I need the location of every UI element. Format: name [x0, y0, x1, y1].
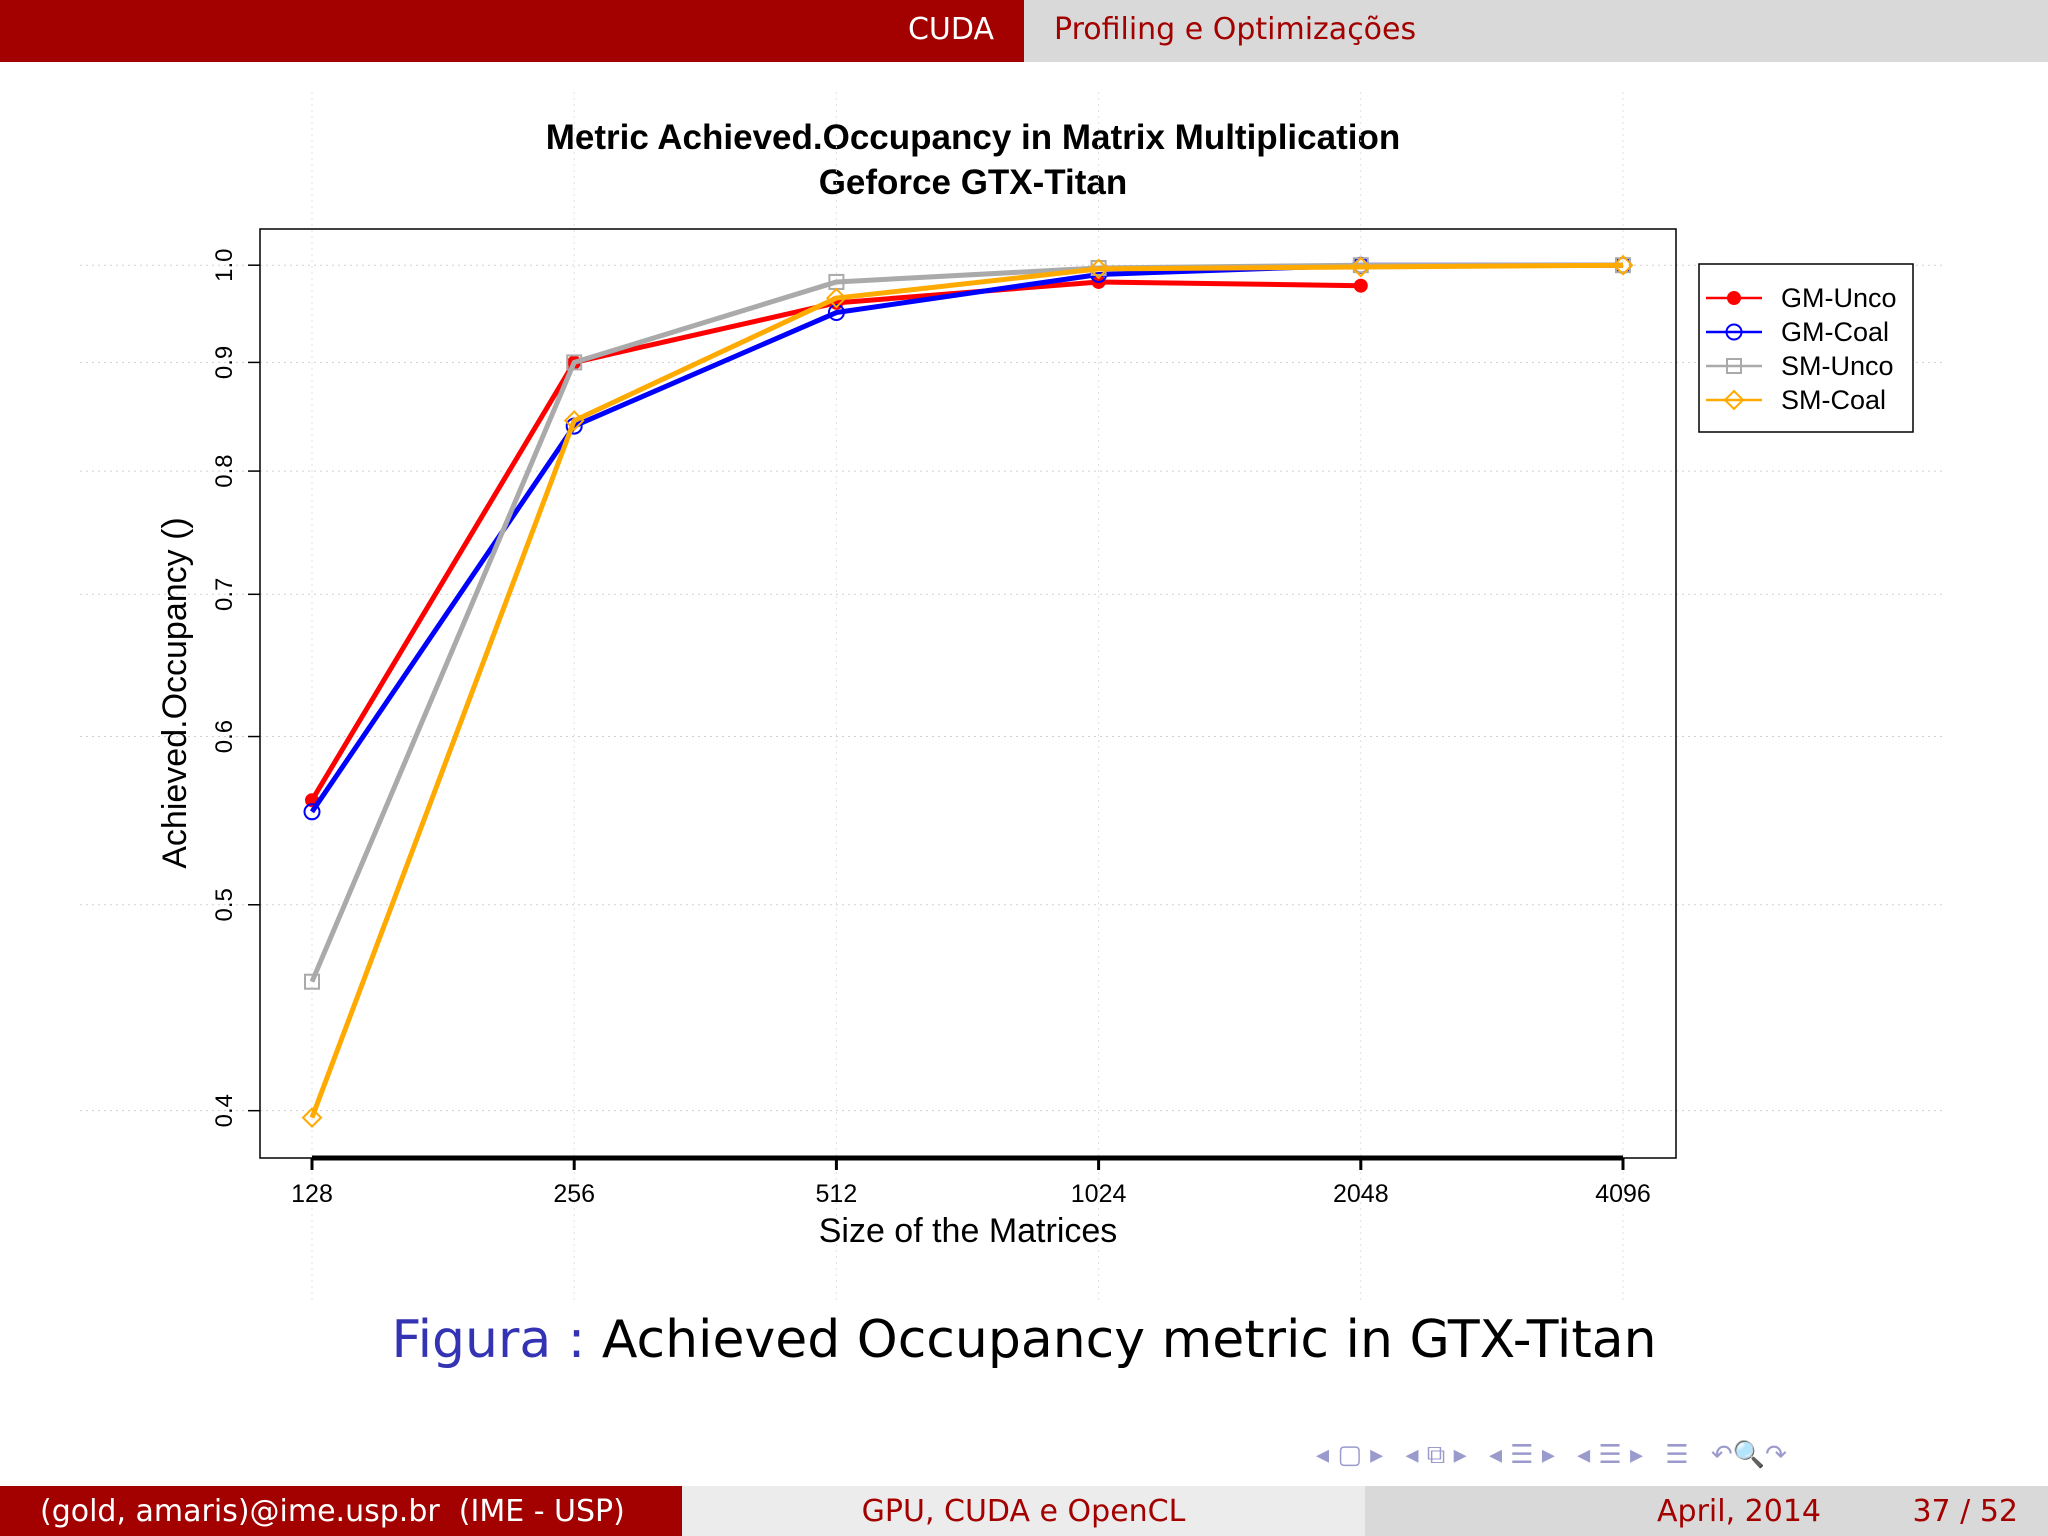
legend-label: GM-Coal [1781, 317, 1889, 347]
footer-date: April, 2014 [1657, 1494, 1821, 1529]
header-subsection: Profiling e Optimizações [1024, 0, 2048, 62]
y-tick-label: 0.4 [211, 1094, 238, 1127]
series-line [309, 262, 1623, 983]
data-point [301, 1107, 323, 1129]
data-point [827, 304, 845, 322]
occupancy-chart: Metric Achieved.Occupancy in Matrix Mult… [80, 92, 1942, 1302]
footer-authors: (gold, amaris)@ime.usp.br (IME - USP) [0, 1486, 682, 1536]
data-point [1350, 256, 1372, 278]
x-tick-label: 128 [291, 1180, 333, 1208]
caption-text: Achieved Occupancy metric in GTX-Titan [601, 1310, 1657, 1370]
header-section: CUDA [0, 0, 1024, 62]
x-tick-label: 1024 [1071, 1180, 1127, 1208]
x-axis-label: Size of the Matrices [819, 1212, 1118, 1250]
y-tick-label: 0.6 [211, 720, 238, 753]
footer-info: April, 2014 37 / 52 [1365, 1486, 2048, 1536]
chart-subtitle: Geforce GTX-Titan [819, 163, 1128, 202]
x-tick-label: 512 [816, 1180, 858, 1208]
footer-page-number: 37 / 52 [1912, 1494, 2018, 1529]
legend-marker [1723, 389, 1745, 411]
y-tick-label: 0.9 [211, 346, 238, 379]
y-tick-label: 0.7 [211, 578, 238, 611]
legend-marker [1727, 291, 1741, 305]
data-point [1353, 278, 1368, 293]
series-line [309, 262, 1623, 814]
header-subsection-label: Profiling e Optimizações [1054, 12, 1417, 47]
data-point [1088, 258, 1110, 280]
series-line [309, 262, 1624, 1119]
nav-next-frame-icon[interactable]: ◂ ☰ ▸ [1577, 1440, 1644, 1470]
y-axis-label: Achieved.Occupancy () [156, 517, 194, 869]
y-tick-label: 0.5 [211, 888, 238, 921]
chart-title: Metric Achieved.Occupancy in Matrix Mult… [546, 118, 1400, 157]
x-tick-label: 256 [553, 1180, 595, 1208]
data-point [1612, 254, 1634, 276]
nav-section-icon[interactable]: ◂ ☰ ▸ [1488, 1440, 1555, 1470]
caption-label: Figura : [391, 1310, 586, 1370]
x-tick-label: 2048 [1333, 1180, 1389, 1208]
nav-subsection-icon[interactable]: ◂ ⧉ ▸ [1405, 1440, 1467, 1470]
slide-footer: (gold, amaris)@ime.usp.br (IME - USP) GP… [0, 1486, 2048, 1536]
y-tick-label: 0.8 [211, 454, 238, 487]
data-point [303, 803, 321, 821]
legend-label: SM-Coal [1781, 385, 1886, 415]
legend-label: GM-Unco [1781, 283, 1897, 313]
x-tick-label: 4096 [1595, 1180, 1651, 1208]
data-point [563, 410, 585, 432]
legend-label: SM-Unco [1781, 351, 1894, 381]
data-point [825, 287, 847, 309]
nav-search-icon[interactable]: ↶🔍↷ [1710, 1440, 1787, 1470]
data-point [566, 354, 583, 371]
footer-title: GPU, CUDA e OpenCL [682, 1486, 1365, 1536]
data-point [304, 973, 320, 990]
y-tick-label: 1.0 [211, 249, 238, 282]
legend-marker [1725, 323, 1743, 341]
footer-title-text: GPU, CUDA e OpenCL [861, 1494, 1186, 1529]
nav-align-icon[interactable]: ☰ [1665, 1440, 1689, 1470]
footer-authors-text: (gold, amaris)@ime.usp.br (IME - USP) [40, 1494, 625, 1529]
legend-marker [1726, 358, 1742, 374]
slide-header: CUDA Profiling e Optimizações [0, 0, 2048, 62]
figure-caption: Figura : Achieved Occupancy metric in GT… [0, 1310, 2048, 1370]
nav-prev-frame-icon[interactable]: ◂ ▢ ▸ [1316, 1440, 1384, 1470]
header-section-label: CUDA [907, 12, 994, 47]
beamer-navigation: ◂ ▢ ▸ ◂ ⧉ ▸ ◂ ☰ ▸ ◂ ☰ ▸ ☰ ↶🔍↷ [1316, 1440, 1801, 1470]
